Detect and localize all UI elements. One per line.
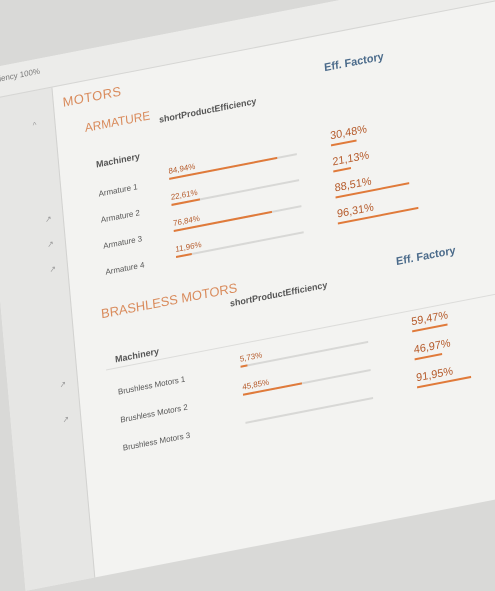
brushless-title: BRASHLESS MOTORS — [101, 280, 238, 321]
efficiency-bar — [245, 397, 373, 424]
row-factory-value: 21,13% — [332, 149, 370, 168]
panel-title: MOTORS — [62, 83, 122, 109]
external-link-icon[interactable]: ↗ — [59, 379, 66, 389]
row-factory-value: 46,97% — [413, 337, 451, 356]
row-label: Brushless Motors 1 — [118, 375, 186, 397]
external-link-icon[interactable]: ↗ — [49, 264, 56, 274]
row-factory-value: 30,48% — [330, 123, 368, 142]
row-label: Armature 4 — [105, 260, 145, 277]
brushless-col-factory: Eff. Factory — [396, 245, 456, 269]
filter-bar: efficiency 100% — [0, 0, 495, 101]
armature-title: ARMATURE — [84, 108, 150, 135]
chevron-up-icon[interactable]: ^ — [32, 120, 36, 130]
brushless-col-machinery: Machinery — [115, 346, 160, 365]
armature-col-efficiency: shortProductEfficiency — [159, 96, 257, 125]
efficiency-bar-fill — [240, 364, 247, 367]
external-link-icon[interactable]: ↗ — [45, 214, 52, 224]
external-link-icon[interactable]: ↗ — [62, 414, 69, 424]
filter-text: efficiency 100% — [0, 67, 40, 87]
row-label: Armature 1 — [98, 182, 138, 199]
row-label: Brushless Motors 2 — [120, 403, 188, 425]
row-label: Brushless Motors 3 — [123, 431, 191, 453]
efficiency-bar-fill — [176, 253, 191, 258]
brushless-col-efficiency: shortProductEfficiency — [230, 280, 328, 309]
armature-col-machinery: Machinery — [96, 151, 141, 170]
sidebar: ^ ↗ ↗ ↗ ↗ ↗ — [0, 56, 95, 590]
row-label: Armature 2 — [101, 208, 141, 225]
armature-col-factory: Eff. Factory — [324, 51, 384, 75]
row-label: Armature 3 — [103, 234, 143, 251]
external-link-icon[interactable]: ↗ — [47, 239, 54, 249]
